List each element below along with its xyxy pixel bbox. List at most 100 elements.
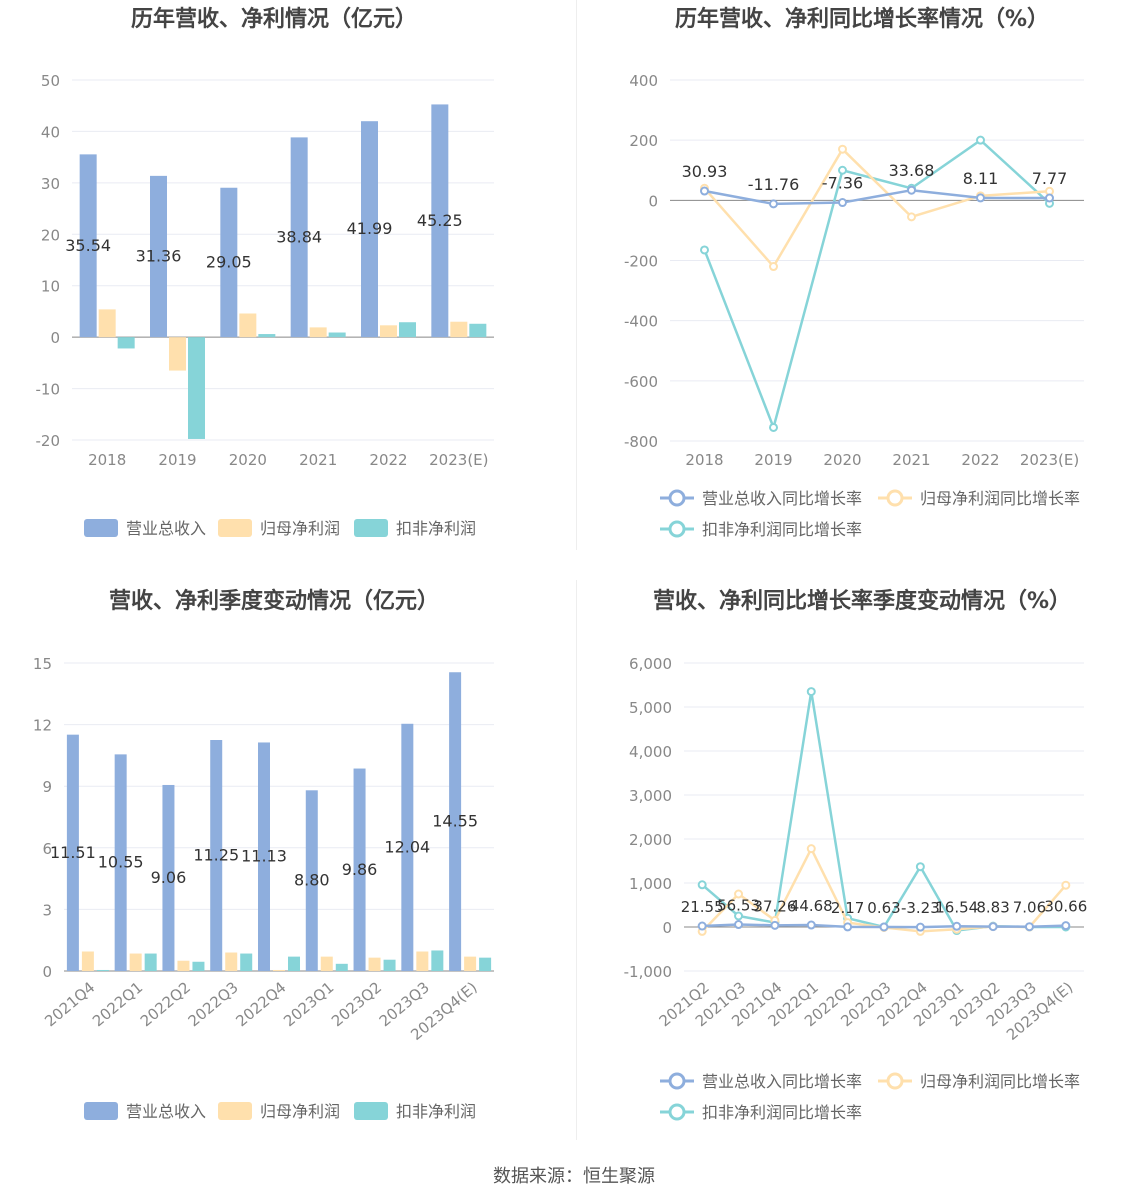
- bar-value-label: 12.04: [384, 837, 430, 856]
- x-tick-label: 2021Q4: [41, 978, 98, 1030]
- data-point-0: [976, 193, 985, 203]
- bar-0: [431, 104, 449, 338]
- legend-swatch: [218, 519, 252, 537]
- bar-2: [258, 334, 276, 338]
- chart-title: 营收、净利季度变动情况（亿元）: [109, 588, 439, 614]
- bar-0: [305, 790, 318, 971]
- bar-value-label: 10.55: [98, 853, 144, 872]
- bar-2: [469, 323, 487, 338]
- x-tick-label: 2023Q1: [280, 978, 337, 1030]
- bar-0: [353, 768, 366, 971]
- y-tick-label: 0: [648, 192, 658, 210]
- y-tick-label: 9: [42, 778, 52, 796]
- y-tick-label: 6: [42, 840, 52, 858]
- bar-2: [240, 953, 253, 971]
- point-value-label: 16.54: [935, 898, 978, 916]
- legend-swatch: [84, 1102, 118, 1120]
- data-point-2: [700, 245, 709, 255]
- data-point-0: [843, 922, 853, 932]
- data-point-0: [734, 920, 744, 930]
- bar-value-label: 45.25: [417, 211, 463, 230]
- series-line-1: [703, 147, 1050, 269]
- legend-marker: [886, 1072, 904, 1090]
- bar-2: [383, 959, 396, 971]
- legend-marker: [886, 489, 904, 507]
- legend-item: 营业总收入同比增长率: [660, 489, 862, 508]
- bar-value-label: 11.25: [193, 846, 239, 865]
- bar-2: [144, 953, 157, 971]
- legend-label: 营业总收入同比增长率: [702, 489, 862, 508]
- legend-label: 营业总收入: [126, 519, 206, 538]
- bar-0: [401, 723, 414, 971]
- legend-label: 营业总收入同比增长率: [702, 1072, 862, 1091]
- y-tick-label: 40: [41, 123, 60, 141]
- legend-label: 扣非净利润: [396, 1102, 476, 1121]
- x-tick-label: 2020: [229, 451, 267, 469]
- bar-2: [399, 322, 416, 338]
- data-point-2: [915, 862, 925, 872]
- bar-0: [66, 734, 79, 971]
- legend-marker: [668, 1103, 686, 1121]
- point-value-label: 30.93: [682, 162, 728, 181]
- bar-1: [273, 969, 285, 971]
- x-tick-label: 2022Q3: [185, 978, 242, 1030]
- bar-value-label: 11.51: [50, 843, 96, 862]
- data-point-0: [1045, 193, 1054, 203]
- data-point-0: [915, 922, 925, 932]
- data-point-2: [697, 880, 707, 890]
- quarterly-growth-rate-chart: 营收、净利同比增长率季度变动情况（%） 6,000 5,000 4,000 3,000 2…: [624, 588, 1088, 1122]
- point-value-label: -3.23: [901, 899, 940, 917]
- y-tick-label: 50: [41, 72, 60, 90]
- bar-0: [449, 672, 462, 971]
- x-tick-label: 2022: [369, 451, 407, 469]
- point-value-label: 7.77: [1032, 169, 1068, 188]
- point-value-label: 21.55: [681, 898, 724, 916]
- series-line-2: [703, 138, 1051, 432]
- point-value-label: 30.66: [1044, 898, 1087, 916]
- x-tick-label: 2022Q4: [232, 978, 289, 1030]
- legend-label: 归母净利润: [260, 1102, 340, 1121]
- x-tick-label: 2018: [88, 451, 126, 469]
- point-value-label: 56.53: [717, 897, 760, 915]
- bar-0: [210, 740, 223, 971]
- x-tick-label: 2021: [299, 451, 337, 469]
- x-tick-label: 2018: [685, 451, 723, 469]
- point-value-label: 8.83: [976, 899, 1009, 917]
- data-point-0: [838, 198, 847, 208]
- y-tick-label: 400: [629, 72, 658, 90]
- data-point-0: [879, 922, 889, 932]
- data-point-0: [907, 185, 916, 195]
- bar-2: [335, 963, 348, 971]
- bar-2: [479, 957, 492, 971]
- divider-bottom: [576, 580, 577, 1140]
- data-point-1: [1061, 880, 1071, 890]
- x-tick-label: 2023(E): [429, 451, 488, 469]
- legend-item: 归母净利润: [218, 519, 340, 538]
- bar-0: [220, 187, 238, 338]
- point-value-label: 0.63: [867, 899, 900, 917]
- y-tick-label: 5,000: [629, 699, 672, 717]
- legend-item: 归母净利润同比增长率: [878, 489, 1080, 508]
- bar-1: [368, 957, 381, 971]
- legend-label: 扣非净利润同比增长率: [702, 1103, 862, 1122]
- point-value-label: 2.17: [831, 899, 864, 917]
- bar-1: [320, 956, 333, 971]
- data-point-0: [770, 920, 780, 930]
- legend-item: 归母净利润同比增长率: [878, 1072, 1080, 1091]
- y-tick-label: -20: [36, 432, 61, 450]
- data-point-2: [806, 687, 816, 697]
- bar-1: [450, 321, 468, 338]
- legend-item: 营业总收入同比增长率: [660, 1072, 862, 1091]
- series-line-2: [701, 691, 1066, 932]
- bar-1: [309, 327, 327, 338]
- bar-2: [192, 961, 205, 971]
- y-tick-label: -200: [624, 253, 658, 271]
- bar-2: [328, 332, 346, 338]
- y-tick-label: 200: [629, 132, 658, 150]
- bar-0: [79, 154, 97, 338]
- y-tick-label: 12: [33, 717, 52, 735]
- point-value-label: -7.36: [822, 174, 863, 193]
- data-point-1: [907, 212, 916, 222]
- point-value-label: 8.11: [963, 169, 999, 188]
